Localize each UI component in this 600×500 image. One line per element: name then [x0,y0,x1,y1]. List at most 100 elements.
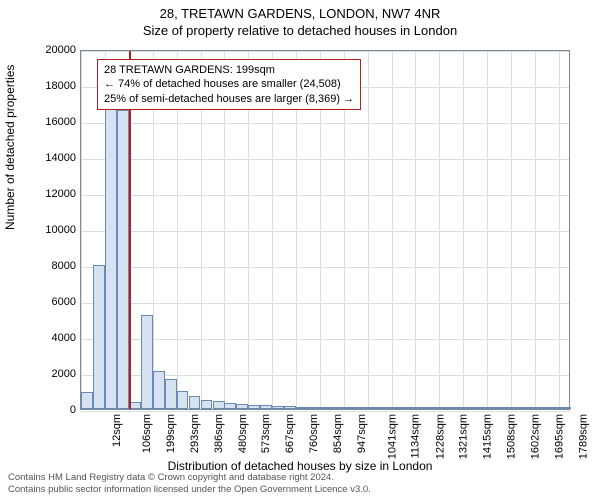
gridline-horizontal [81,51,569,52]
y-tick-label: 18000 [26,80,76,92]
x-tick-label: 1415sqm [482,414,494,459]
histogram-bar [213,401,225,409]
histogram-bar [380,407,392,409]
chart-title-line1: 28, TRETAWN GARDENS, LONDON, NW7 4NR [0,0,600,21]
y-tick-label: 6000 [26,296,76,308]
histogram-bar [105,108,117,409]
x-tick-label: 12sqm [111,414,123,447]
histogram-bar [224,403,236,409]
footer-line2: Contains public sector information licen… [8,484,371,496]
gridline-horizontal [81,159,569,160]
x-tick-label: 1134sqm [409,414,421,458]
y-tick-label: 10000 [26,224,76,236]
gridline-horizontal [81,123,569,124]
gridline-horizontal [81,267,569,268]
x-tick-label: 1041sqm [386,414,398,459]
y-tick-label: 16000 [26,116,76,128]
gridline-vertical [439,51,440,409]
histogram-bar [189,396,201,410]
gridline-vertical [487,51,488,409]
histogram-bar [272,406,284,409]
gridline-horizontal [81,411,569,412]
gridline-vertical [511,51,512,409]
histogram-bar [547,407,559,409]
histogram-bar [81,392,93,409]
x-tick-label: 1508sqm [505,414,517,459]
x-tick-label: 1602sqm [529,414,541,459]
y-tick-label: 4000 [26,332,76,344]
histogram-bar [344,407,356,409]
footer-attribution: Contains HM Land Registry data © Crown c… [8,472,371,496]
histogram-bar [332,407,344,409]
histogram-bar [439,407,451,409]
histogram-bar [177,391,189,409]
x-tick-label: 199sqm [165,414,177,453]
histogram-bar [463,407,475,409]
annotation-line2: ← 74% of detached houses are smaller (24… [104,77,354,91]
footer-line1: Contains HM Land Registry data © Crown c… [8,472,371,484]
histogram-bar [415,407,427,409]
gridline-vertical [559,51,560,409]
histogram-bar [487,407,499,409]
annotation-line3: 25% of semi-detached houses are larger (… [104,92,354,106]
annotation-line1: 28 TRETAWN GARDENS: 199sqm [104,63,354,77]
histogram-bar [320,407,332,409]
histogram-bar [523,407,535,409]
histogram-bar [153,371,165,409]
histogram-bar [296,407,308,409]
gridline-vertical [392,51,393,409]
x-tick-label: 1695sqm [553,414,565,459]
histogram-bar [368,407,380,409]
x-tick-label: 1321sqm [458,414,470,459]
x-tick-label: 480sqm [237,414,249,453]
histogram-bar [141,315,153,409]
histogram-bar [260,405,272,409]
x-tick-label: 106sqm [141,414,153,453]
x-tick-label: 667sqm [284,414,296,453]
histogram-bar [451,407,463,409]
histogram-bar [499,407,511,409]
x-tick-label: 573sqm [260,414,272,453]
histogram-bar [392,407,404,409]
histogram-bar [356,407,368,409]
x-tick-label: 1789sqm [577,414,589,459]
annotation-box: 28 TRETAWN GARDENS: 199sqm← 74% of detac… [97,59,361,110]
gridline-vertical [81,51,82,409]
x-tick-label: 386sqm [213,414,225,453]
chart-title-line2: Size of property relative to detached ho… [0,21,600,38]
histogram-bar [475,407,487,409]
histogram-bar [117,110,129,409]
histogram-bar [535,407,547,409]
histogram-bar [236,404,248,409]
y-tick-label: 14000 [26,152,76,164]
x-axis-title: Distribution of detached houses by size … [0,459,600,473]
gridline-horizontal [81,195,569,196]
x-tick-label: 947sqm [356,414,368,453]
y-tick-label: 0 [26,404,76,416]
gridline-vertical [415,51,416,409]
x-tick-label: 854sqm [332,414,344,453]
gridline-vertical [463,51,464,409]
gridline-horizontal [81,303,569,304]
histogram-bar [284,406,296,409]
histogram-bar [427,407,439,409]
plot-background: 28 TRETAWN GARDENS: 199sqm← 74% of detac… [81,51,569,409]
gridline-horizontal [81,339,569,340]
plot-area: 28 TRETAWN GARDENS: 199sqm← 74% of detac… [80,50,570,410]
histogram-bar [559,407,571,409]
histogram-bar [165,379,177,409]
gridline-horizontal [81,231,569,232]
y-axis-title: Number of detached properties [3,65,17,230]
histogram-bar [404,407,416,409]
histogram-bar [308,407,320,409]
histogram-bar [511,407,523,409]
y-tick-label: 12000 [26,188,76,200]
gridline-vertical [368,51,369,409]
y-tick-label: 8000 [26,260,76,272]
chart-container: 28, TRETAWN GARDENS, LONDON, NW7 4NR Siz… [0,0,600,500]
gridline-vertical [535,51,536,409]
histogram-bar [93,265,105,409]
x-tick-label: 760sqm [308,414,320,453]
x-tick-label: 1228sqm [434,414,446,459]
histogram-bar [248,405,260,410]
